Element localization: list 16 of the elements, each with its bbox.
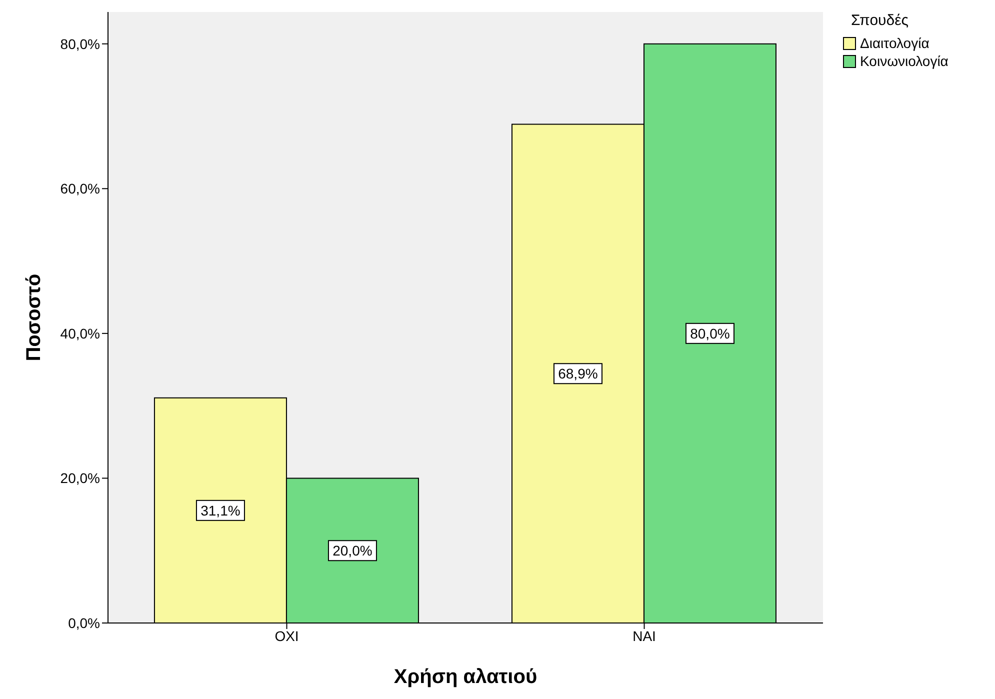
y-tick-label: 20,0% (60, 470, 100, 486)
y-tick-label: 0,0% (68, 614, 100, 631)
data-label: 20,0% (332, 542, 372, 559)
legend-label: Διαιτολογία (860, 35, 930, 51)
data-label: 80,0% (690, 325, 730, 342)
y-tick-label: 40,0% (60, 325, 100, 342)
x-axis-title: Χρήση αλατιού (394, 666, 538, 688)
x-tick-label: ΟΧΙ (274, 628, 299, 644)
legend-label: Κοινωνιολογία (860, 53, 948, 69)
y-axis-title: Ποσοστό (23, 274, 46, 362)
data-label: 31,1% (200, 502, 240, 518)
y-tick-label: 80,0% (60, 36, 100, 52)
y-tick-label: 60,0% (60, 180, 100, 197)
x-tick-label: ΝΑΙ (632, 628, 656, 644)
legend-title: Σπουδές (850, 12, 910, 29)
data-label: 68,9% (558, 366, 598, 382)
